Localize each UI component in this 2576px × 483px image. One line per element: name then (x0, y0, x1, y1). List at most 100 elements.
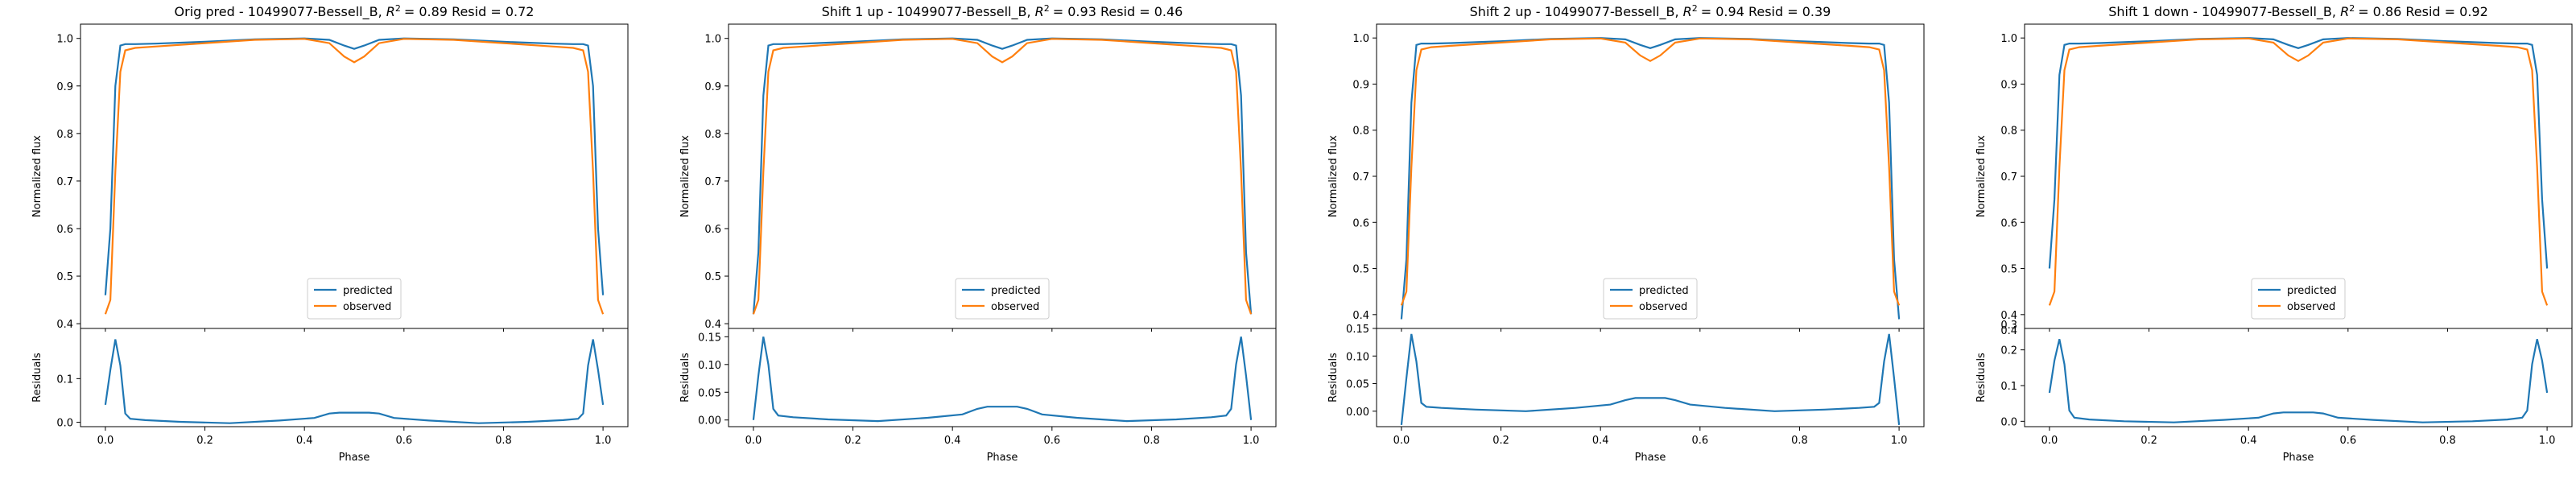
chart-title-text: Shift 2 up - 10499077-Bessell_B, (1470, 4, 1683, 20)
residual-y-axis-label: Residuals (1975, 353, 1988, 402)
y-tick-label: 1.0 (56, 34, 73, 46)
residual-y-tick-label: 0.00 (698, 415, 721, 427)
chart-title-r-exponent: 2 (1692, 3, 1698, 14)
x-tick-label: 0.0 (97, 435, 114, 447)
chart-title: Orig pred - 10499077-Bessell_B, R2 = 0.89… (175, 3, 535, 21)
x-tick-label: 1.0 (595, 435, 612, 447)
subplot-4: Shift 1 down - 10499077-Bessell_B, R2 = 0… (1975, 3, 2573, 464)
y-tick-label: 1.0 (704, 34, 721, 46)
residual-y-tick-label: 0.05 (698, 387, 721, 399)
y-tick-label: 0.8 (56, 129, 73, 141)
chart-title: Shift 1 up - 10499077-Bessell_B, R2 = 0.9… (822, 3, 1183, 21)
subplot-2: Shift 1 up - 10499077-Bessell_B, R2 = 0.9… (679, 3, 1277, 464)
series-residuals-line (1400, 333, 1901, 426)
chart-title: Shift 2 up - 10499077-Bessell_B, R2 = 0.9… (1470, 3, 1831, 21)
series-residuals-line (2048, 339, 2549, 423)
x-axis-label: Phase (987, 452, 1018, 464)
x-tick-label: 0.4 (944, 435, 961, 447)
residual-y-axis-label: Residuals (679, 353, 691, 402)
y-tick-label: 0.5 (1352, 264, 1369, 276)
x-tick-label: 0.6 (395, 435, 412, 447)
series-observed-line (104, 38, 605, 315)
legend-predicted-label: predicted (2287, 285, 2337, 297)
x-tick-label: 0.8 (1791, 435, 1808, 447)
x-axis-label: Phase (339, 452, 370, 464)
y-tick-label: 0.8 (704, 129, 721, 141)
residual-y-tick-label: 0.10 (698, 360, 721, 372)
x-tick-label: 1.0 (1891, 435, 1908, 447)
series-observed-line (752, 38, 1253, 315)
legend-predicted-label: predicted (991, 285, 1041, 297)
y-tick-label: 0.6 (56, 224, 73, 236)
y-tick-label: 0.8 (1352, 126, 1369, 138)
chart-title-text: Shift 1 down - 10499077-Bessell_B, (2108, 4, 2340, 20)
x-tick-label: 0.0 (745, 435, 762, 447)
chart-title-r-exponent: 2 (395, 3, 401, 14)
x-axis-label: Phase (1635, 452, 1666, 464)
y-tick-label: 0.6 (2000, 217, 2017, 229)
residual-y-tick-label: 0.0 (2000, 416, 2017, 428)
y-tick-label: 0.5 (2000, 264, 2017, 276)
y-tick-label: 1.0 (1352, 33, 1369, 45)
residual-axes-frame (728, 328, 1277, 427)
residual-y-tick-label: 0.10 (1346, 351, 1369, 363)
residual-y-axis-label: Residuals (31, 353, 43, 402)
chart-title-text: Orig pred - 10499077-Bessell_B, (175, 4, 386, 20)
y-tick-label: 0.4 (56, 319, 73, 331)
legend-observed-label: observed (1639, 301, 1687, 313)
chart-title-r-symbol: R (1683, 4, 1692, 19)
y-tick-label: 0.4 (1352, 310, 1369, 322)
x-tick-label: 0.6 (1043, 435, 1060, 447)
subplot-1: Orig pred - 10499077-Bessell_B, R2 = 0.89… (31, 3, 629, 464)
x-tick-label: 0.2 (196, 435, 213, 447)
y-tick-label: 0.5 (704, 271, 721, 283)
y-tick-label: 0.7 (1352, 171, 1369, 184)
x-tick-label: 0.4 (2240, 435, 2257, 447)
y-axis-label: Normalized flux (679, 135, 691, 217)
y-axis-label: Normalized flux (1975, 135, 1988, 217)
residual-y-tick-label: 0.2 (2000, 345, 2017, 357)
chart-title-r-symbol: R (2340, 4, 2349, 19)
y-tick-label: 0.9 (2000, 79, 2017, 91)
y-tick-label: 0.6 (704, 224, 721, 236)
x-tick-label: 0.8 (495, 435, 512, 447)
chart-title-r-exponent: 2 (2349, 3, 2355, 14)
series-predicted-line (2048, 37, 2549, 269)
series-predicted-line (104, 37, 605, 295)
legend-observed-label: observed (343, 301, 391, 313)
residual-y-tick-label: 0.1 (2000, 381, 2017, 393)
x-tick-label: 0.6 (2339, 435, 2356, 447)
residual-y-tick-label-overlap: 0.4 (2000, 325, 2017, 337)
series-predicted-line (1400, 37, 1901, 320)
x-tick-label: 0.0 (1393, 435, 1410, 447)
chart-title: Shift 1 down - 10499077-Bessell_B, R2 = 0… (2108, 3, 2488, 21)
x-tick-label: 0.6 (1691, 435, 1708, 447)
y-axis-label: Normalized flux (1327, 135, 1340, 217)
x-tick-label: 0.2 (1492, 435, 1509, 447)
x-tick-label: 0.8 (2439, 435, 2456, 447)
series-observed-line (1400, 37, 1901, 306)
chart-title-metrics: = 0.94 Resid = 0.39 (1701, 4, 1831, 19)
x-axis-label: Phase (2283, 452, 2314, 464)
y-tick-label: 0.9 (1352, 79, 1369, 91)
legend-predicted-label: predicted (1639, 285, 1689, 297)
x-tick-label: 0.2 (844, 435, 861, 447)
legend-observed-label: observed (991, 301, 1039, 313)
x-tick-label: 1.0 (2539, 435, 2556, 447)
y-tick-label: 0.9 (56, 81, 73, 93)
chart-title-metrics: = 0.93 Resid = 0.46 (1053, 4, 1183, 19)
y-axis-label: Normalized flux (31, 135, 43, 217)
series-residuals-line (752, 336, 1253, 423)
legend-predicted-label: predicted (343, 285, 393, 297)
series-predicted-line (752, 37, 1253, 315)
x-tick-label: 0.4 (296, 435, 313, 447)
chart-title-r-symbol: R (386, 4, 395, 19)
y-tick-label: 0.4 (704, 319, 721, 331)
chart-title-r-symbol: R (1035, 4, 1044, 19)
chart-title-r-exponent: 2 (1044, 3, 1050, 14)
legend-observed-label: observed (2287, 301, 2335, 313)
legend-box (2251, 278, 2346, 320)
x-tick-label: 0.0 (2041, 435, 2058, 447)
residual-y-tick-label: 0.05 (1346, 379, 1369, 391)
y-tick-label: 0.7 (704, 176, 721, 188)
